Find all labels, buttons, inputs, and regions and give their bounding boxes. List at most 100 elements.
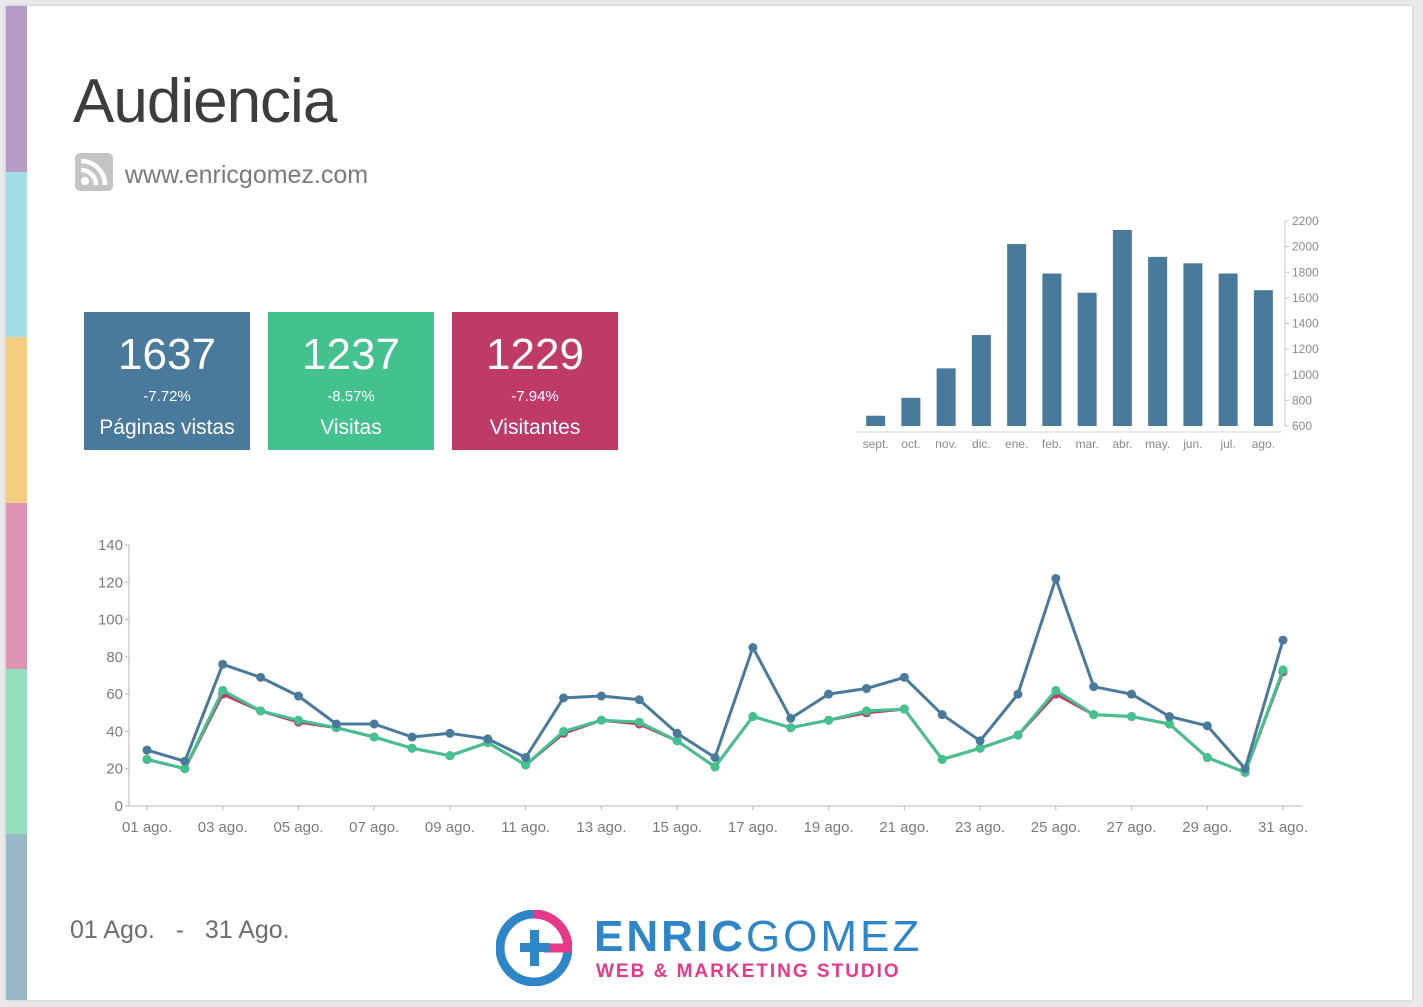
bar-y-tick-label: 600 (1292, 419, 1312, 433)
monthly-bar-chart: 600 800 1000 1200 1400 1600 1800 2000 2200 sept. o… (858, 214, 1319, 451)
bar-x-tick-label: sept. (863, 437, 889, 451)
line-x-tick-label: 13 ago. (576, 819, 626, 836)
line-x-tick-label: 03 ago. (198, 819, 248, 836)
series-2-point (975, 736, 985, 746)
series-1-point (710, 762, 720, 772)
series-2-point (521, 753, 531, 763)
bar-ago (1253, 290, 1273, 426)
date-range: 01 Ago. - 31 Ago. (70, 916, 290, 945)
series-2-point (1013, 689, 1023, 699)
line-y-tick-label: 60 (106, 686, 123, 703)
kpi-change: -8.57% (327, 388, 375, 405)
kpi-visits: 1237 -8.57% Visitas (268, 312, 434, 450)
daily-line-chart: 0 20 40 60 80 100 120 140 01 ago. 03 ago. 05 ago. 0… (98, 537, 1308, 836)
line-x-tick-label: 15 ago. (652, 819, 702, 836)
bar-jun (1183, 263, 1203, 426)
series-2-point (1278, 635, 1288, 645)
site-url: www.enricgomez.com (125, 161, 369, 189)
kpi-label: Visitas (320, 416, 382, 439)
line-x-tick-label: 11 ago. (501, 819, 550, 836)
series-1-point (861, 706, 871, 716)
series-2-point (824, 689, 834, 699)
series-1-point (1051, 685, 1061, 695)
series-1-point (142, 754, 152, 764)
date-to: 31 Ago. (204, 916, 290, 944)
series-2-point (1202, 721, 1212, 731)
series-2-point (407, 732, 417, 742)
kpi-label: Páginas vistas (99, 416, 235, 439)
bar-x-tick-label: may. (1145, 437, 1170, 451)
series-2-point (861, 684, 871, 694)
series-1-point (899, 704, 909, 714)
series-2-point (559, 693, 569, 703)
report-page: Audiencia www.enricgomez.com 1637 -7.72%… (6, 6, 1412, 1000)
series-2-point (256, 672, 266, 682)
line-x-tick-label: 25 ago. (1031, 819, 1081, 836)
bar-x-tick-label: abr. (1112, 437, 1132, 451)
series-2-point (937, 710, 947, 720)
brand-name: ENRICGOMEZ (594, 912, 922, 962)
series-2-point (142, 745, 152, 755)
series-2-point (445, 728, 455, 738)
bar-y-tick-label: 1600 (1292, 291, 1319, 305)
series-1-point (1127, 712, 1137, 722)
series-1-point (559, 726, 569, 736)
series-1-point (1089, 710, 1099, 720)
series-1-point (218, 685, 228, 695)
bar-x-tick-label: jul. (1219, 437, 1235, 451)
series-1-point (937, 754, 947, 764)
series-line-2 (146, 577, 1285, 771)
series-2-point (1051, 574, 1061, 584)
bar-dic (971, 335, 991, 426)
bar-abr (1112, 229, 1132, 426)
line-x-tick-label: 07 ago. (349, 819, 399, 836)
page-title: Audiencia (73, 67, 337, 136)
side-stripe (6, 171, 27, 339)
line-x-tick-label: 27 ago. (1107, 819, 1157, 836)
bar-y-tick-label: 1400 (1292, 317, 1319, 331)
line-x-tick-label: 29 ago. (1182, 819, 1232, 836)
bar-x-tick-label: oct. (901, 437, 920, 451)
line-y-tick-label: 40 (106, 723, 123, 740)
kpi-label: Visitantes (489, 416, 581, 439)
series-1-point (1013, 730, 1023, 740)
line-y-tick-label: 80 (106, 649, 123, 666)
series-2-point (293, 691, 303, 701)
series-1-point (1278, 665, 1288, 675)
series-1-point (672, 736, 682, 746)
line-x-tick-label: 31 ago. (1258, 819, 1308, 836)
bar-x-tick-label: mar. (1075, 437, 1098, 451)
rss-icon (75, 153, 113, 191)
bar-sept (866, 415, 886, 426)
line-x-tick-label: 23 ago. (955, 819, 1005, 836)
date-separator: - (175, 916, 184, 944)
date-from: 01 Ago. (70, 916, 155, 944)
side-stripe (6, 834, 27, 1000)
series-2-point (180, 756, 190, 766)
kpi-page-views: 1637 -7.72% Páginas vistas (84, 312, 250, 450)
series-1-point (521, 760, 531, 770)
line-x-tick-label: 17 ago. (728, 819, 778, 836)
series-2-point (483, 734, 493, 744)
bar-ene (1007, 244, 1027, 426)
kpi-value: 1637 (118, 330, 216, 379)
line-y-tick-label: 100 (98, 612, 123, 629)
series-1-point (596, 715, 606, 725)
series-1-point (1164, 719, 1174, 729)
side-stripe (6, 503, 27, 670)
line-y-tick-label: 0 (115, 798, 123, 815)
series-2-point (331, 719, 341, 729)
series-2-point (596, 691, 606, 701)
bar-y-tick-label: 2000 (1292, 240, 1319, 254)
series-2-point (634, 695, 644, 705)
line-x-tick-label: 19 ago. (804, 819, 854, 836)
bar-y-tick-label: 1800 (1292, 265, 1319, 279)
series-2-point (899, 672, 909, 682)
bar-oct (901, 397, 921, 426)
kpi-change: -7.72% (143, 388, 191, 405)
line-x-tick-label: 09 ago. (425, 819, 475, 836)
series-1-point (824, 715, 834, 725)
side-stripe (6, 337, 27, 504)
series-2-point (1089, 682, 1099, 692)
kpi-visitors: 1229 -7.94% Visitantes (452, 312, 618, 450)
